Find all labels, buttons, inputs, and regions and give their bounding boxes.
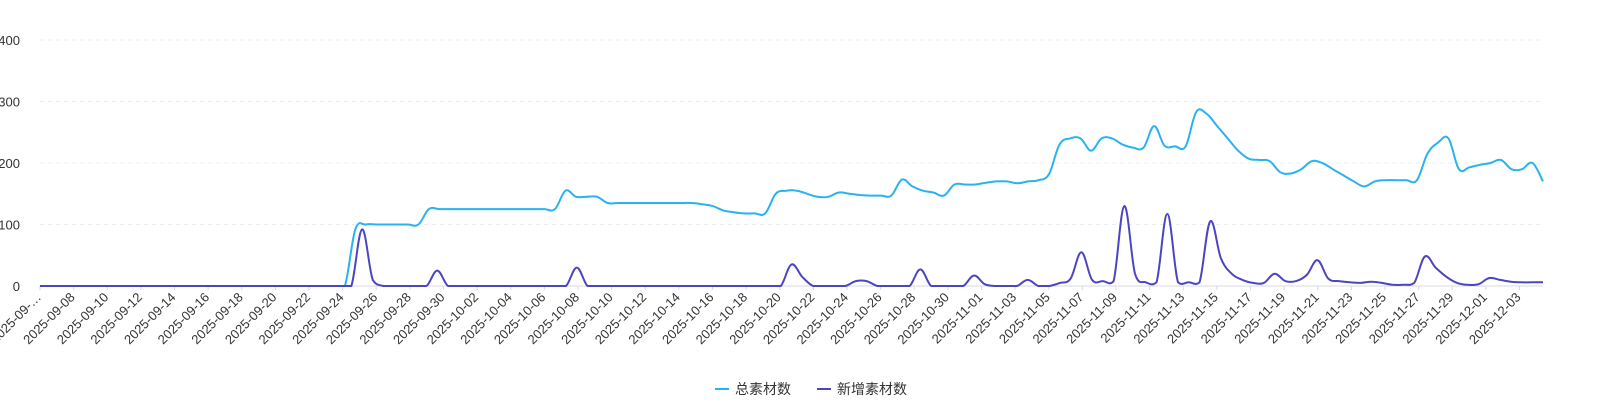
grid	[40, 39, 1543, 225]
legend-label: 总素材数	[735, 381, 791, 397]
y-axis-ticks: 0 100 200 300 400	[0, 33, 20, 294]
series-line-2	[39, 205, 1543, 287]
series-lines	[39, 108, 1544, 287]
y-tick-label: 300	[0, 95, 20, 110]
x-axis: 2025-09-…2025-09-082025-09-102025-09-122…	[0, 285, 1543, 347]
y-tick-label: 200	[0, 156, 20, 171]
y-tick-label: 100	[0, 218, 20, 233]
legend-item-1[interactable]: 总素材数	[715, 381, 791, 397]
legend-label: 新增素材数	[837, 381, 907, 397]
legend[interactable]: 总素材数 新增素材数	[715, 381, 907, 397]
y-tick-label: 400	[0, 33, 20, 48]
legend-item-2[interactable]: 新增素材数	[817, 381, 907, 397]
y-tick-label: 0	[13, 279, 20, 294]
